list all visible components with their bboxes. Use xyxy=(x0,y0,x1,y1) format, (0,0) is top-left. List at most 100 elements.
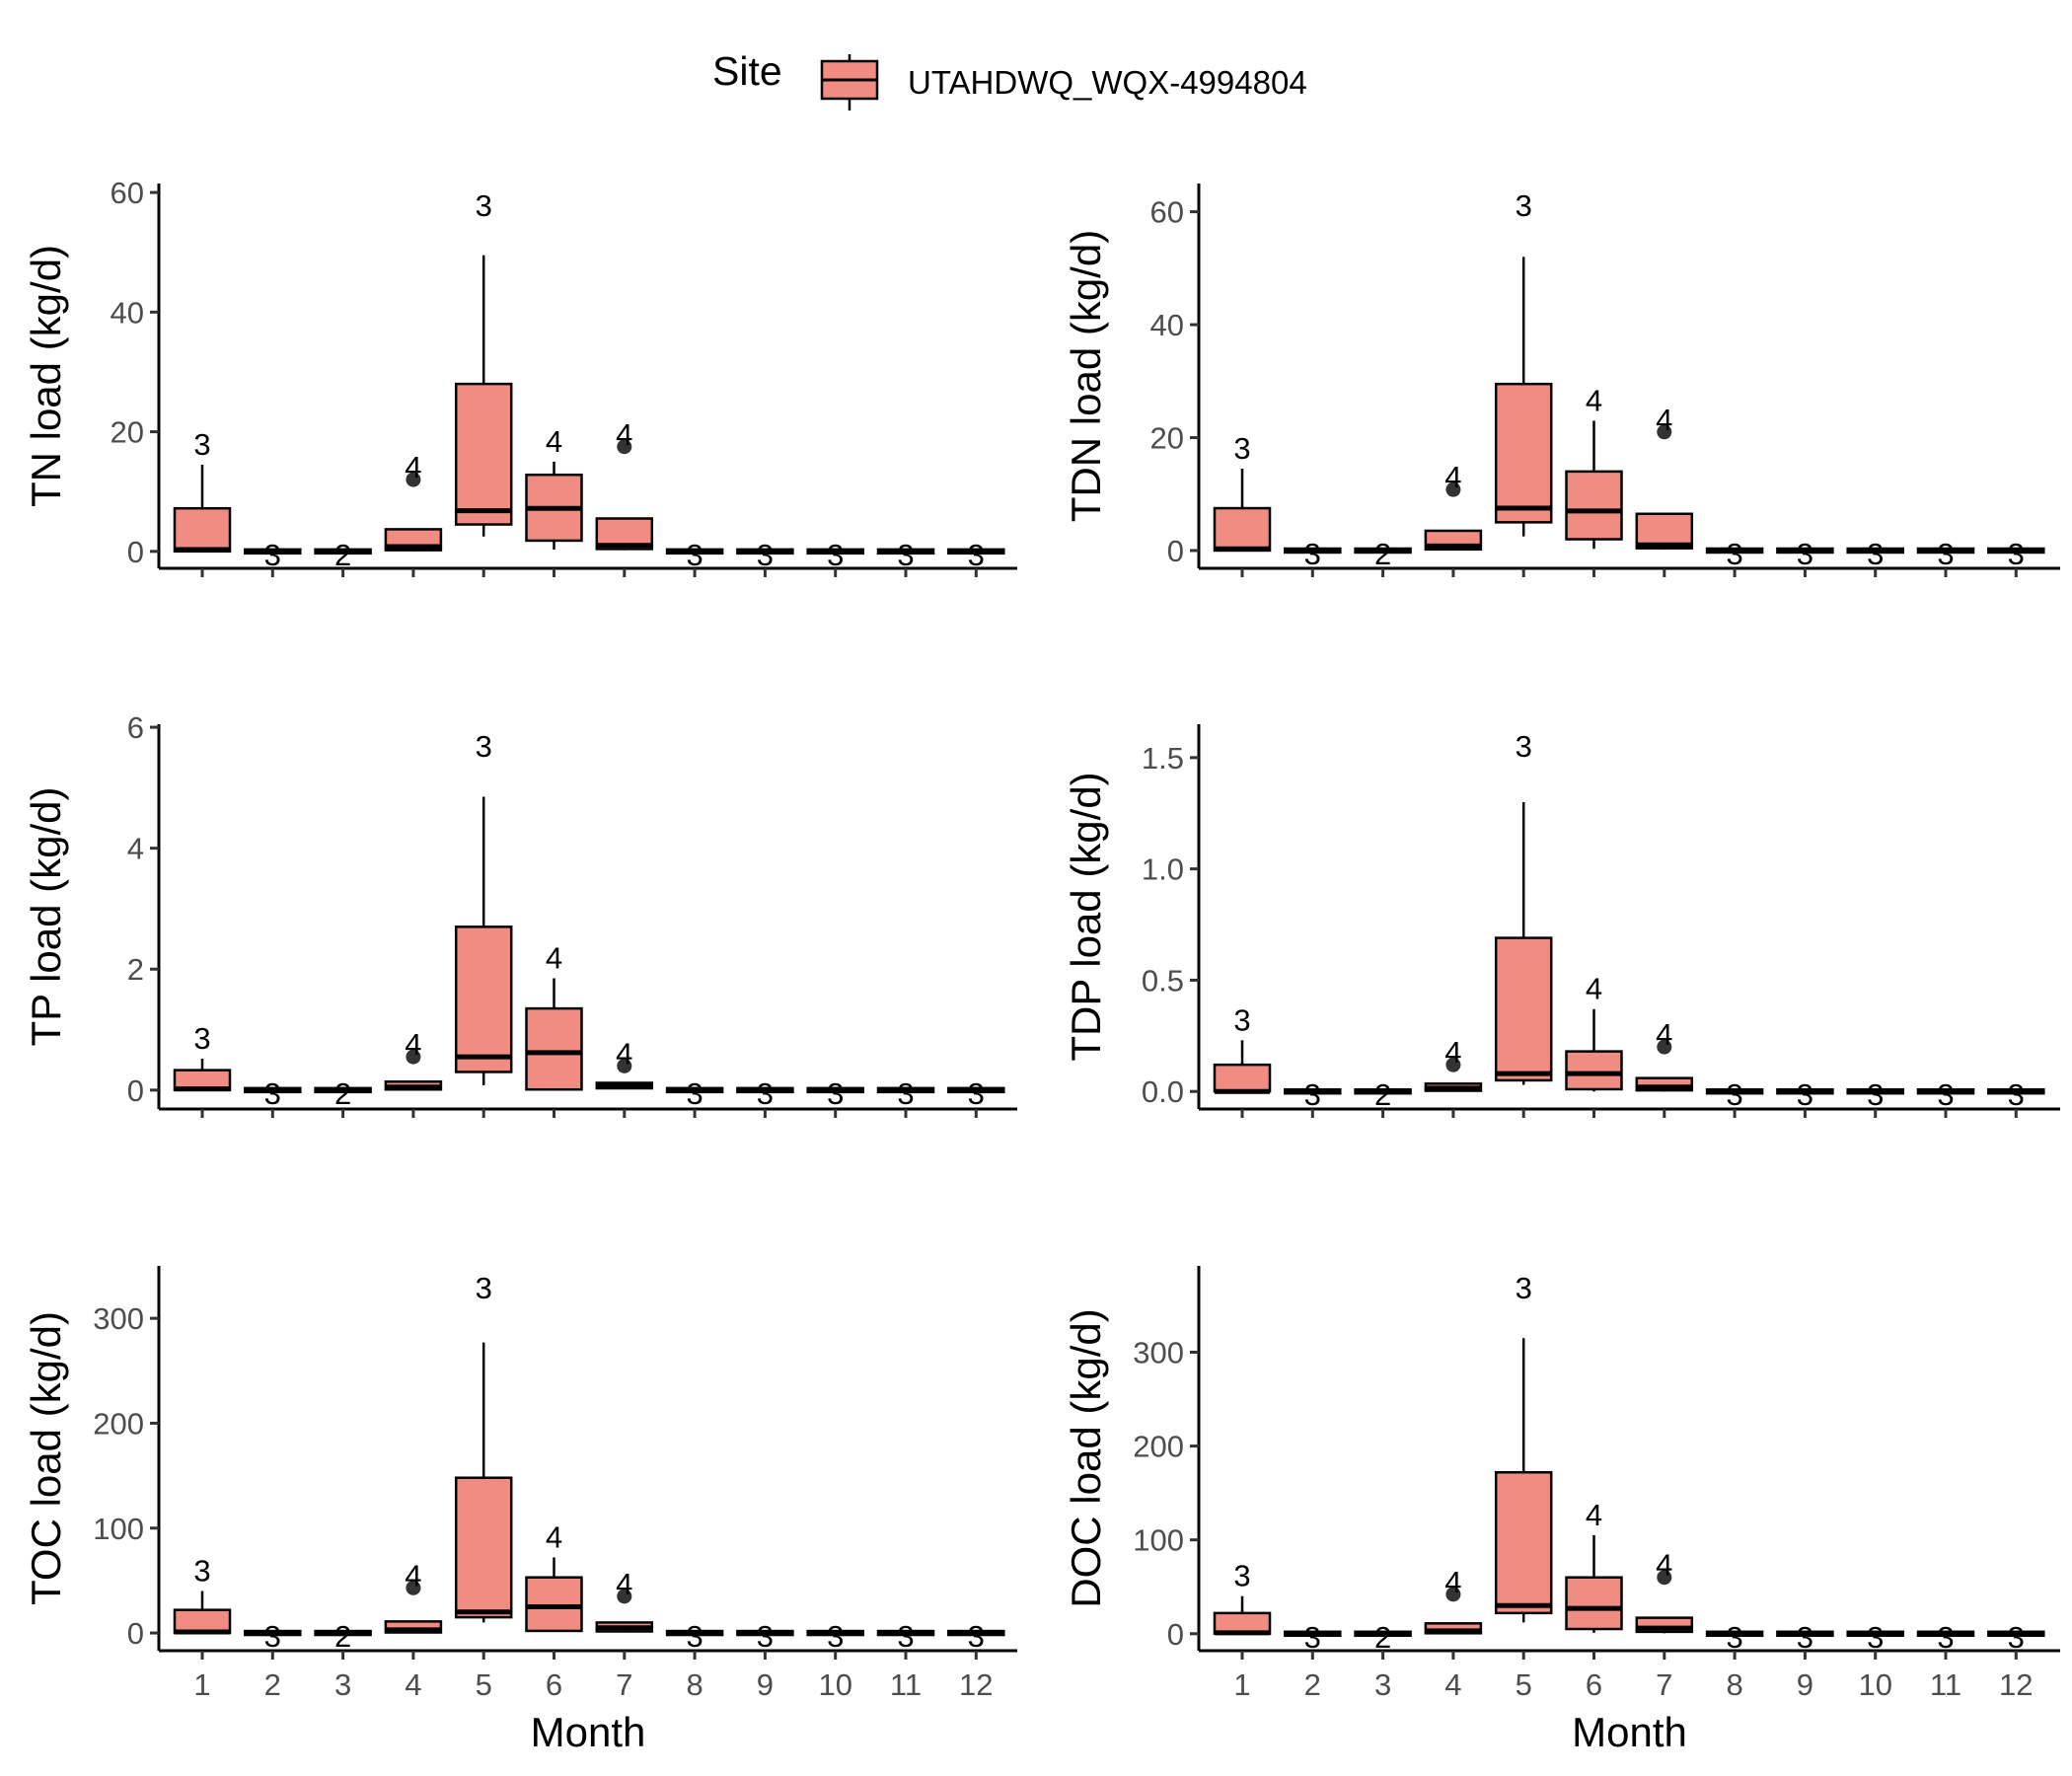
panel-3: 0 2 4 6 TP load (kg/d) 3 3 2 4 3 4 4 3 3 3 3 3 xyxy=(23,710,1017,1118)
box-month-5: 3 xyxy=(1494,1271,1553,1623)
x-tick-label: 10 xyxy=(1858,1667,1891,1702)
box-month-9: 3 xyxy=(736,1076,794,1111)
box-month-2: 3 xyxy=(244,1619,302,1654)
box-month-7: 4 xyxy=(595,1567,654,1633)
count-label: 4 xyxy=(1444,460,1461,494)
count-label: 3 xyxy=(1516,188,1532,223)
x-tick-label: 6 xyxy=(1586,1667,1602,1702)
box-month-2: 3 xyxy=(1284,1620,1342,1655)
y-tick-label: 40 xyxy=(1150,308,1184,342)
box-body xyxy=(173,506,232,554)
count-label: 4 xyxy=(616,1567,632,1601)
y-tick-label: 0 xyxy=(127,1073,144,1108)
x-tick-label: 11 xyxy=(890,1667,922,1702)
y-tick-label: 0.5 xyxy=(1142,963,1184,998)
box-body xyxy=(1213,1063,1272,1093)
count-label: 3 xyxy=(757,538,774,572)
count-label: 3 xyxy=(1726,537,1742,571)
box-month-3: 2 xyxy=(1354,1620,1412,1655)
box-month-10: 3 xyxy=(806,538,864,572)
box-month-10: 3 xyxy=(1846,537,1904,571)
y-tick-label: 60 xyxy=(1150,195,1184,230)
x-tick-label: 9 xyxy=(1797,1667,1813,1702)
box-month-4: 4 xyxy=(1424,460,1483,552)
count-label: 4 xyxy=(616,417,632,452)
box-month-6: 4 xyxy=(1565,383,1623,550)
count-label: 2 xyxy=(1374,1620,1391,1655)
x-tick-label: 2 xyxy=(1304,1667,1321,1702)
count-label: 3 xyxy=(264,538,281,572)
count-label: 3 xyxy=(1304,537,1321,571)
box-month-3: 2 xyxy=(314,538,372,572)
y-tick-label: 200 xyxy=(93,1406,144,1441)
box-month-5: 3 xyxy=(1494,188,1553,537)
box-month-5: 3 xyxy=(1494,729,1553,1085)
box-month-9: 3 xyxy=(1776,537,1834,571)
box-month-7: 4 xyxy=(595,1036,654,1090)
count-label: 3 xyxy=(1233,431,1250,466)
box-month-1: 3 xyxy=(173,1021,232,1092)
y-tick-label: 0 xyxy=(1167,534,1184,568)
x-tick-label: 6 xyxy=(546,1667,562,1702)
y-tick-label: 0 xyxy=(127,535,144,569)
panel-1: 0 20 40 60 TN load (kg/d) 3 3 2 4 3 4 4 3 3 3 3 3 xyxy=(23,176,1017,577)
count-label: 3 xyxy=(1304,1620,1321,1655)
box-month-1: 3 xyxy=(173,427,232,554)
box-body xyxy=(454,382,513,526)
y-tick-label: 20 xyxy=(1150,421,1184,456)
y-tick-label: 0 xyxy=(127,1616,144,1651)
count-label: 3 xyxy=(968,1619,985,1654)
outlier-point xyxy=(406,1049,421,1065)
x-tick-label: 3 xyxy=(1374,1667,1391,1702)
count-label: 3 xyxy=(476,729,492,764)
y-axis-title: TOC load (kg/d) xyxy=(23,1311,69,1605)
y-tick-label: 6 xyxy=(127,710,144,745)
box-month-8: 3 xyxy=(1705,1077,1764,1112)
box-month-1: 3 xyxy=(173,1554,232,1635)
count-label: 2 xyxy=(1374,537,1391,571)
y-axis-title: DOC load (kg/d) xyxy=(1063,1308,1109,1607)
x-tick-label: 7 xyxy=(1656,1667,1672,1702)
outlier-point xyxy=(1657,424,1672,440)
count-label: 4 xyxy=(405,1027,421,1062)
box-month-9: 3 xyxy=(736,538,794,572)
y-axis-title: TP load (kg/d) xyxy=(23,786,69,1046)
count-label: 4 xyxy=(1656,1548,1672,1583)
x-tick-label: 5 xyxy=(476,1667,492,1702)
box-month-3: 2 xyxy=(314,1619,372,1654)
box-month-10: 3 xyxy=(1846,1077,1904,1112)
count-label: 3 xyxy=(1516,729,1532,764)
x-tick-label: 1 xyxy=(1233,1667,1250,1702)
y-tick-label: 100 xyxy=(93,1512,144,1546)
x-tick-label: 8 xyxy=(686,1667,703,1702)
count-label: 3 xyxy=(1233,1002,1250,1037)
box-month-9: 3 xyxy=(1776,1620,1834,1655)
box-body xyxy=(525,1006,583,1091)
count-label: 3 xyxy=(1867,1077,1884,1112)
outlier-point xyxy=(617,439,632,455)
count-label: 3 xyxy=(2008,1077,2025,1112)
box-month-5: 3 xyxy=(454,729,513,1085)
count-label: 4 xyxy=(405,450,421,484)
box-body xyxy=(525,1576,583,1633)
count-label: 3 xyxy=(757,1076,774,1111)
x-tick-label: 11 xyxy=(1930,1667,1961,1702)
box-month-12: 3 xyxy=(1987,1077,2045,1112)
count-label: 4 xyxy=(546,424,562,459)
box-month-4: 4 xyxy=(1424,1565,1483,1635)
panel-2: 0 20 40 60 TDN load (kg/d) 3 3 2 4 3 4 4 3 3 3 3 3 xyxy=(1063,184,2060,577)
count-label: 3 xyxy=(897,1076,914,1111)
count-label: 3 xyxy=(1937,1077,1954,1112)
box-body xyxy=(1565,1050,1623,1091)
box-month-12: 3 xyxy=(1987,1620,2045,1655)
y-tick-label: 100 xyxy=(1133,1523,1184,1558)
x-tick-label: 8 xyxy=(1726,1667,1742,1702)
box-month-7: 4 xyxy=(1635,403,1694,550)
count-label: 3 xyxy=(476,188,492,223)
y-tick-label: 300 xyxy=(93,1301,144,1336)
box-month-4: 4 xyxy=(1424,1035,1483,1092)
count-label: 4 xyxy=(1586,383,1602,417)
box-month-10: 3 xyxy=(806,1076,864,1111)
count-label: 3 xyxy=(193,427,210,462)
